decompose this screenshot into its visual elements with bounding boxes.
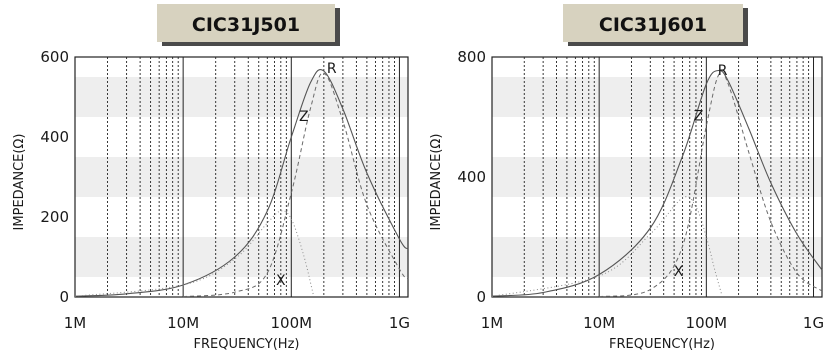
x-tick-label: 10M bbox=[583, 314, 615, 332]
x-tick-label: 10M bbox=[167, 314, 199, 332]
y-tick-label: 0 bbox=[59, 288, 69, 306]
x-axis-label: FREQUENCY(Hz) bbox=[609, 337, 715, 352]
y-tick-label: 400 bbox=[40, 128, 69, 146]
series-line-z bbox=[491, 69, 823, 297]
chart-title: CIC31J501 bbox=[192, 14, 300, 36]
x-tick-label: 1M bbox=[64, 314, 87, 332]
series-label-z: Z bbox=[299, 109, 309, 125]
chart-title: CIC31J601 bbox=[599, 14, 707, 36]
grid-band bbox=[75, 77, 408, 117]
plot-frame bbox=[491, 56, 823, 298]
y-tick-label: 600 bbox=[40, 48, 69, 66]
title-plaque bbox=[157, 4, 335, 42]
title-plaque bbox=[563, 4, 743, 42]
series-line-x bbox=[74, 210, 314, 297]
series-label-z: Z bbox=[694, 109, 704, 125]
y-tick-label: 200 bbox=[40, 208, 69, 226]
series-line-r bbox=[599, 70, 823, 298]
y-tick-label: 800 bbox=[457, 48, 486, 66]
y-axis-label: IMPEDANCE(Ω) bbox=[12, 134, 27, 231]
x-tick-label: 100M bbox=[686, 314, 728, 332]
y-axis-label: IMPEDANCE(Ω) bbox=[429, 134, 444, 231]
grid-band bbox=[75, 157, 408, 197]
series-label-r: R bbox=[718, 63, 728, 79]
chart-panel: 1M 10M 100M 1G 0 200 400 600 FREQUENCY(Hz) IMPEDA… bbox=[12, 4, 410, 352]
x-tick-label: 100M bbox=[271, 314, 313, 332]
grid-band bbox=[75, 237, 408, 277]
x-tick-label: 1G bbox=[389, 314, 410, 332]
plot-frame bbox=[74, 56, 409, 298]
y-tick-label: 0 bbox=[476, 288, 486, 306]
grid-band bbox=[492, 237, 822, 277]
x-tick-label: 1M bbox=[481, 314, 504, 332]
grid-band bbox=[492, 157, 822, 197]
series-label-x: X bbox=[674, 264, 684, 280]
chart-panel: 1M 10M 100M 1G 0 400 800 FREQUENCY(Hz) IMPEDANCE… bbox=[429, 4, 824, 352]
series-line-x bbox=[491, 196, 723, 297]
grid-band bbox=[492, 77, 822, 117]
series-label-x: X bbox=[276, 273, 286, 289]
series-line-z bbox=[74, 68, 409, 297]
series-label-r: R bbox=[327, 61, 337, 77]
x-tick-label: 1G bbox=[803, 314, 824, 332]
y-tick-label: 400 bbox=[457, 168, 486, 186]
x-axis-label: FREQUENCY(Hz) bbox=[194, 337, 300, 352]
